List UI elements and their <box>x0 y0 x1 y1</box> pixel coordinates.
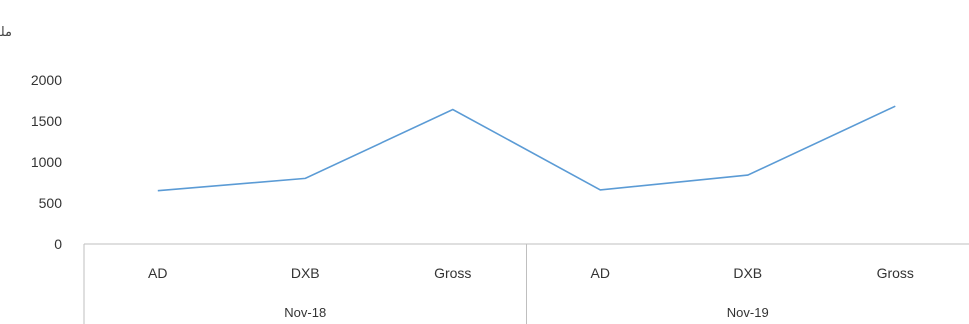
y-axis-ticks: 0 500 1000 1500 2000 <box>31 72 62 252</box>
y-tick-label: 2000 <box>31 72 62 88</box>
x-tick-label: Gross <box>877 265 914 281</box>
y-tick-label: 1500 <box>31 113 62 129</box>
x-group-label: Nov-18 <box>284 305 326 320</box>
x-group-label: Nov-19 <box>727 305 769 320</box>
axes <box>83 243 969 324</box>
y-tick-label: 0 <box>54 236 62 252</box>
series-group <box>157 105 896 192</box>
x-tick-label: AD <box>591 265 610 281</box>
x-tick-label: AD <box>148 265 167 281</box>
x-tick-label: Gross <box>434 265 471 281</box>
x-axis-labels: AD DXB Gross AD DXB Gross Nov-18 Nov-19 <box>148 265 914 320</box>
y-tick-label: 500 <box>39 195 63 211</box>
x-tick-label: DXB <box>733 265 762 281</box>
x-tick-label: DXB <box>291 265 320 281</box>
series-line <box>157 105 896 192</box>
y-tick-label: 1000 <box>31 154 62 170</box>
unit-label: مليار درهم <box>0 25 12 40</box>
